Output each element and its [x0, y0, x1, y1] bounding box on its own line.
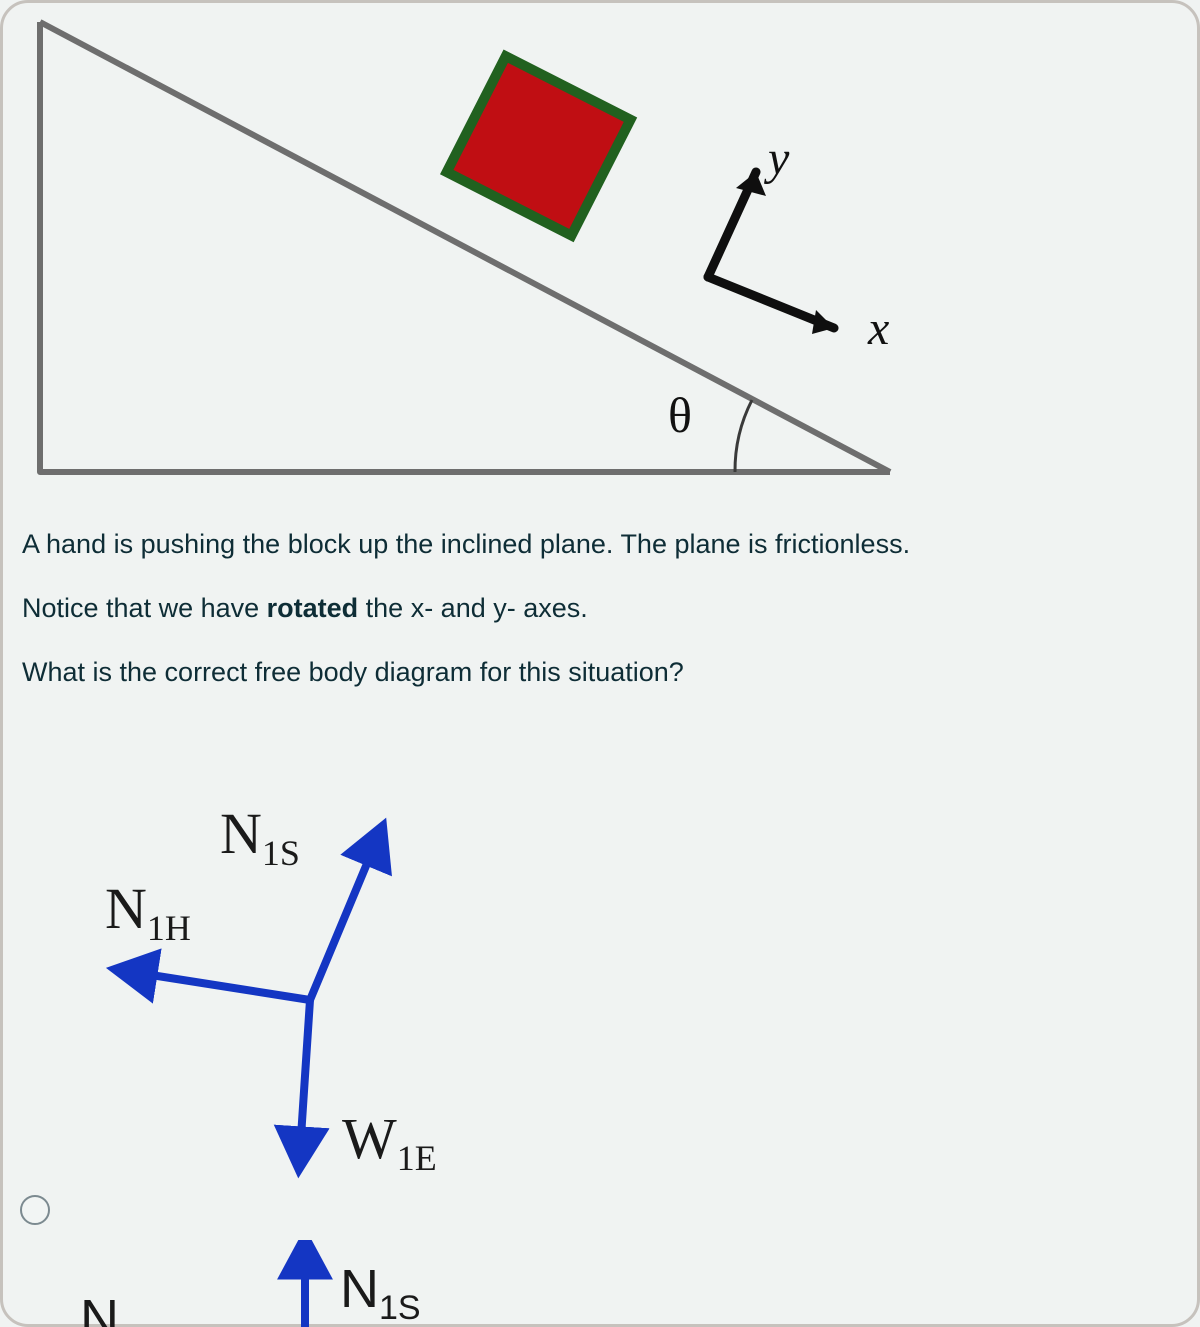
question-text: A hand is pushing the block up the incli… — [22, 520, 1122, 712]
fbd1-W1E-arrow — [300, 1000, 310, 1152]
incline-figure: θ y x — [20, 12, 900, 492]
axis-x-label: x — [867, 302, 889, 355]
block — [447, 56, 631, 235]
axis-y-label: y — [763, 132, 790, 185]
question-line-2-bold: rotated — [267, 593, 359, 623]
question-line-3: What is the correct free body diagram fo… — [22, 648, 1122, 698]
fbd1-N1S-label: N1S — [220, 800, 300, 867]
question-line-2b: the x- and y- axes. — [358, 593, 588, 623]
question-line-2a: Notice that we have — [22, 593, 267, 623]
fbd-option-2-partial: N1S N — [20, 1240, 620, 1327]
fbd1-N1S-arrow — [310, 842, 376, 1000]
option-1-radio[interactable] — [20, 1195, 50, 1225]
page-root: θ y x A hand is pushing the block up the… — [0, 0, 1200, 1327]
question-line-1: A hand is pushing the block up the incli… — [22, 520, 1122, 570]
theta-label: θ — [668, 387, 692, 443]
fbd2-N1S-label: N1S — [340, 1258, 421, 1320]
incline-svg: θ y x — [20, 12, 900, 492]
rotated-axes — [708, 172, 834, 334]
fbd1-N1H-arrow — [132, 972, 310, 1000]
theta-arc — [735, 400, 752, 472]
fbd1-N1H-label: N1H — [105, 875, 191, 942]
incline-hypotenuse — [40, 22, 890, 472]
fbd1-svg — [20, 780, 620, 1200]
question-line-2: Notice that we have rotated the x- and y… — [22, 584, 1122, 634]
fbd1-W1E-label: W1E — [342, 1105, 437, 1172]
fbd-option-1: N1S N1H W1E — [20, 780, 620, 1200]
fbd2-N-partial-label: N — [80, 1288, 119, 1327]
